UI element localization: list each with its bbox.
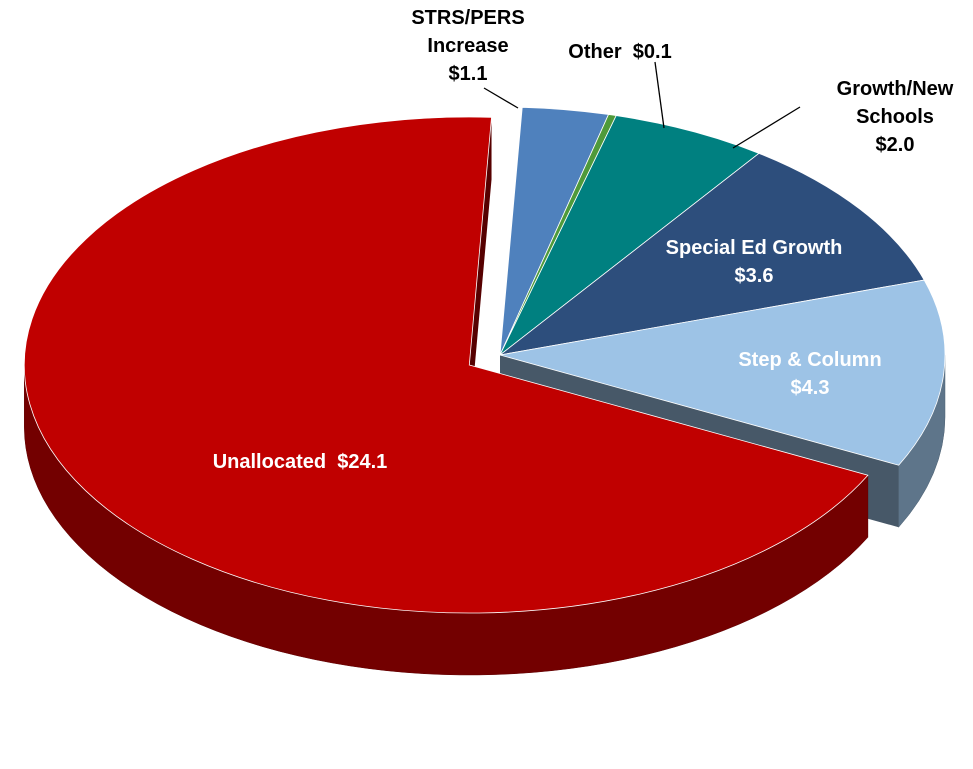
slice-value-label: $0.1 (632, 41, 672, 63)
slice-side (469, 117, 492, 428)
slice-name: Other (568, 41, 622, 63)
slice (23, 116, 869, 614)
slice-label: STRS/PERS Increase $1.1 (408, 4, 528, 88)
spacer (326, 451, 337, 473)
slice-value-label: $1.1 (448, 63, 488, 85)
leader-lines (483, 61, 801, 149)
slice-value-label: $2.0 (875, 134, 915, 156)
slice-name: Step & Column (738, 349, 882, 371)
leader-line (654, 61, 665, 129)
slice-value-label: $3.6 (734, 265, 774, 287)
spacer (622, 41, 633, 63)
slice-label: Growth/New Schools $2.0 (820, 75, 970, 159)
slice-value-label: $24.1 (337, 451, 388, 473)
slice (499, 152, 925, 356)
slice-label: Other $0.1 (560, 38, 680, 66)
leader-line (732, 106, 801, 149)
slice (499, 115, 760, 356)
slice-tops (23, 106, 946, 614)
slice-name: Unallocated (212, 451, 327, 473)
slice-value-label: $4.3 (790, 377, 830, 399)
slice-label: Unallocated $24.1 (150, 448, 450, 476)
leader-line (483, 87, 519, 109)
slice-name: Special Ed Growth (665, 237, 843, 259)
slice-name: Growth/New Schools (836, 78, 954, 128)
slice (499, 279, 946, 466)
slice-label: Step & Column $4.3 (690, 346, 930, 402)
slice-label: Special Ed Growth $3.6 (624, 234, 884, 290)
slice-name: STRS/PERS Increase (411, 7, 525, 57)
